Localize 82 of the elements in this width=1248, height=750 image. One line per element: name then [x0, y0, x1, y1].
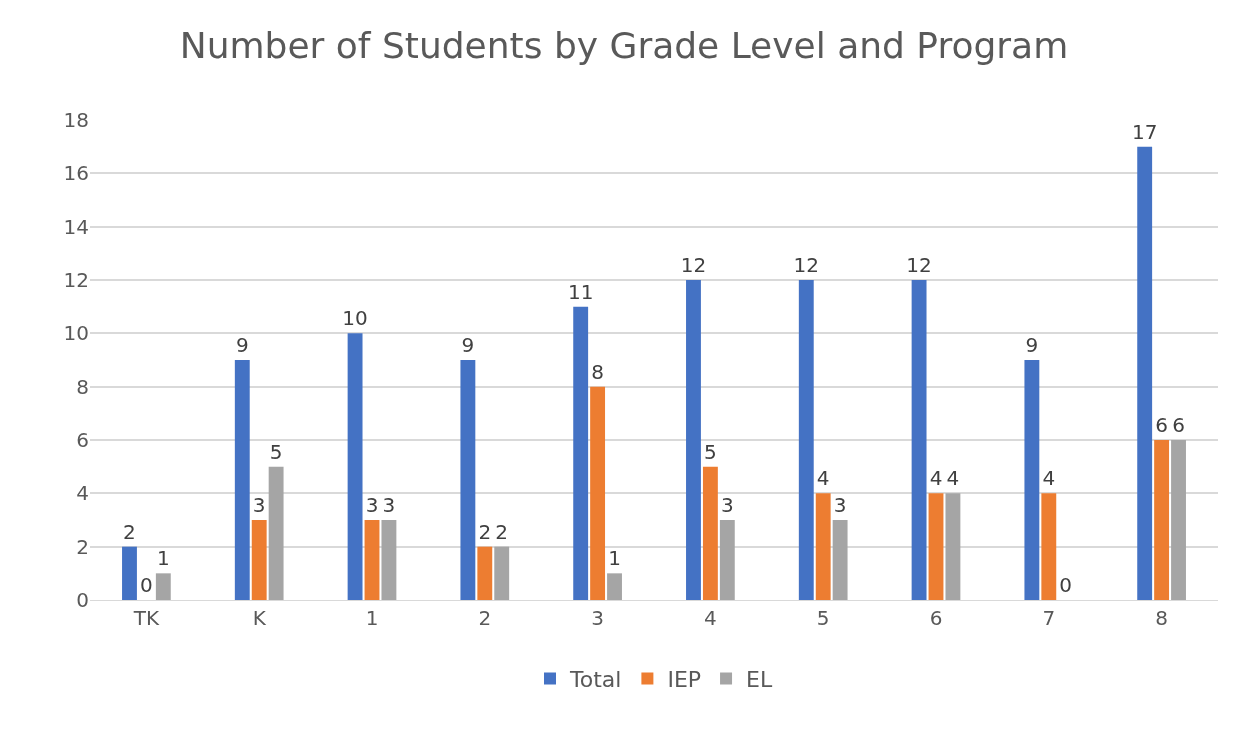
- data-label: 6: [1155, 413, 1168, 437]
- y-tick-label: 12: [63, 268, 89, 292]
- data-label: 5: [269, 439, 283, 464]
- x-tick-label: 7: [1042, 606, 1056, 630]
- bar: [494, 546, 510, 600]
- bar: [686, 280, 701, 600]
- bar: [945, 493, 961, 600]
- data-label: 3: [382, 493, 396, 517]
- data-label: 2: [478, 519, 492, 544]
- bar: [573, 306, 589, 600]
- y-tick-label: 2: [76, 534, 89, 559]
- bar: [122, 546, 137, 600]
- data-label: 1: [156, 546, 170, 571]
- data-label: 10: [342, 306, 368, 331]
- bar: [155, 573, 171, 600]
- data-label: 4: [816, 466, 830, 491]
- y-tick-label: 4: [76, 481, 89, 506]
- data-label: 4: [1042, 466, 1056, 491]
- bar: [590, 386, 606, 600]
- bar: [347, 333, 363, 600]
- data-label: 17: [1131, 119, 1158, 144]
- data-label: 12: [906, 253, 932, 277]
- bar: [1041, 493, 1057, 600]
- bar: [364, 520, 380, 600]
- bar: [1024, 360, 1040, 600]
- x-tick-label: 3: [591, 606, 604, 630]
- bar: [1154, 440, 1170, 600]
- data-label: 0: [140, 573, 153, 597]
- bar: [815, 493, 831, 600]
- data-label: 2: [495, 519, 509, 544]
- bar: [928, 493, 944, 600]
- data-label: 5: [704, 439, 717, 464]
- data-label: 12: [680, 253, 707, 277]
- bar: [1137, 146, 1153, 600]
- data-label: 6: [1172, 413, 1185, 437]
- y-tick-label: 14: [63, 214, 89, 239]
- data-label: 0: [1059, 573, 1073, 597]
- chart-title: Number of Students by Grade Level and Program: [179, 24, 1069, 66]
- data-label: 3: [720, 493, 734, 517]
- x-tick-label: 6: [929, 606, 943, 630]
- bar: [702, 466, 718, 600]
- data-label: 9: [235, 333, 249, 357]
- bar: [460, 360, 476, 600]
- bar: [1171, 440, 1186, 600]
- data-label: 9: [1025, 333, 1039, 357]
- y-tick-label: 16: [63, 161, 89, 186]
- data-label: 1: [608, 546, 621, 571]
- legend-label: IEP: [667, 666, 702, 692]
- data-label: 2: [123, 519, 136, 544]
- data-label: 4: [929, 466, 943, 491]
- data-label: 9: [461, 333, 475, 357]
- bar: [607, 573, 622, 600]
- data-label: 8: [591, 359, 604, 384]
- bar: [251, 520, 267, 600]
- bar: [911, 280, 927, 600]
- x-tick-label: TK: [132, 606, 160, 630]
- bar: [234, 360, 250, 600]
- data-label: 12: [793, 253, 820, 277]
- data-label: 3: [833, 493, 847, 517]
- x-tick-label: K: [252, 606, 267, 630]
- legend-label: Total: [569, 666, 622, 692]
- x-tick-label: 4: [704, 606, 717, 630]
- x-tick-label: 8: [1155, 606, 1168, 630]
- bar: [381, 520, 397, 600]
- legend-label: EL: [746, 666, 773, 692]
- data-label: 3: [365, 493, 379, 517]
- y-tick-label: 18: [63, 108, 89, 132]
- data-label: 3: [252, 493, 266, 517]
- data-label: 11: [567, 279, 594, 304]
- bar: [719, 520, 735, 600]
- bar: [832, 520, 848, 600]
- y-tick-label: 8: [76, 374, 89, 399]
- data-label: 4: [946, 466, 960, 491]
- x-tick-label: 1: [365, 606, 379, 630]
- bar: [798, 280, 814, 600]
- y-tick-label: 10: [63, 321, 89, 346]
- y-tick-label: 0: [76, 588, 89, 612]
- y-tick-label: 6: [76, 428, 89, 452]
- bar: [268, 466, 284, 600]
- bar: [477, 546, 493, 600]
- x-tick-label: 5: [816, 606, 830, 630]
- x-tick-label: 2: [478, 606, 492, 630]
